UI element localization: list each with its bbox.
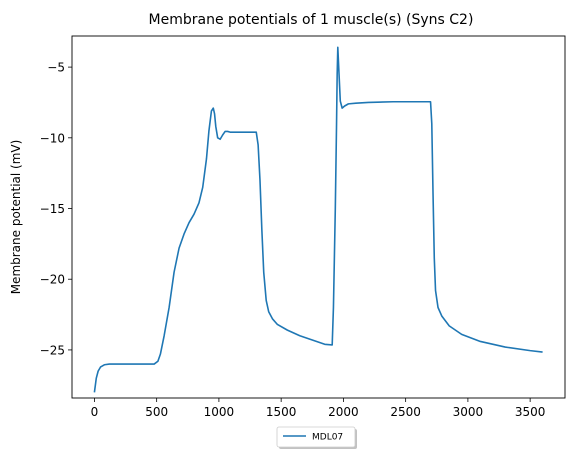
y-tick-label: −5 <box>47 61 65 75</box>
x-tick-label: 0 <box>91 405 99 419</box>
x-tick-label: 3500 <box>515 405 546 419</box>
series-layer <box>93 46 543 393</box>
x-tick-label: 500 <box>145 405 168 419</box>
x-tick-label: 1500 <box>266 405 297 419</box>
legend-box <box>276 426 356 448</box>
x-tick-label: 2500 <box>390 405 421 419</box>
y-axis: −25 −20 −15 −10 −5 <box>40 61 72 357</box>
legend: MDL07 <box>276 426 357 449</box>
x-tick-label: 3000 <box>453 405 484 419</box>
y-tick-label: −25 <box>40 343 65 357</box>
x-tick-label: 1000 <box>204 405 235 419</box>
x-tick-label: 2000 <box>328 405 359 419</box>
y-tick-label: −20 <box>40 273 65 287</box>
legend-label-mdl07: MDL07 <box>312 433 343 443</box>
x-axis: 0 500 1000 1500 2000 2500 3000 3500 <box>91 398 546 419</box>
plot-area <box>72 36 565 398</box>
y-axis-label: Membrane potential (mV) <box>9 140 23 295</box>
y-tick-label: −10 <box>40 131 65 145</box>
plot-frame <box>71 35 566 399</box>
y-tick-label: −15 <box>40 202 65 216</box>
series-line-mdl07 <box>93 46 543 393</box>
chart-title: Membrane potentials of 1 muscle(s) (Syns… <box>149 12 474 28</box>
